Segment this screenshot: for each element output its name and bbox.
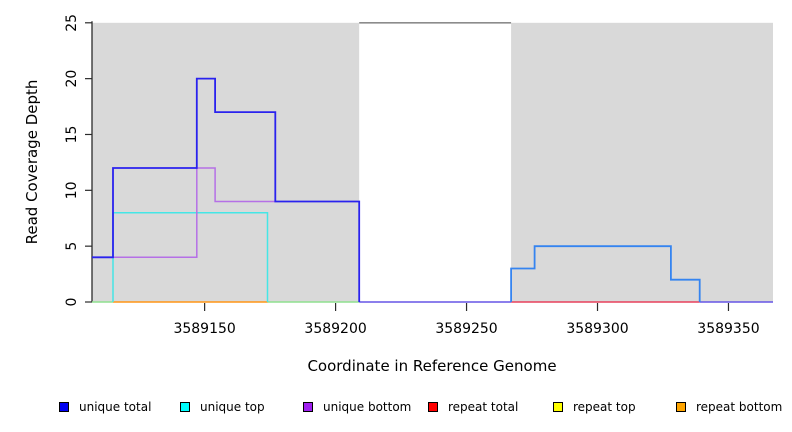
x-tick-label: 3589300 bbox=[566, 321, 628, 337]
left-shaded-region bbox=[92, 22, 360, 303]
unique-total-line-left bbox=[92, 77, 361, 302]
legend-swatch-repeat-bottom bbox=[676, 402, 686, 412]
y-tick-label: 15 bbox=[64, 126, 80, 144]
legend-swatch-repeat-total bbox=[428, 402, 438, 412]
legend-item-unique-total: unique total bbox=[59, 400, 151, 414]
unique-bottom-line bbox=[113, 167, 276, 259]
legend-swatch-unique-top bbox=[180, 402, 190, 412]
legend-label-repeat-top: repeat top bbox=[573, 400, 636, 414]
y-tick-label: 25 bbox=[64, 14, 80, 32]
y-axis-title: Read Coverage Depth bbox=[23, 79, 41, 245]
legend-label-unique-bottom: unique bottom bbox=[323, 400, 412, 414]
x-tick-label: 3589150 bbox=[173, 321, 235, 337]
right-shaded-region bbox=[511, 22, 773, 303]
legend-label-repeat-total: repeat total bbox=[448, 400, 519, 414]
legend-item-repeat-top: repeat top bbox=[553, 400, 636, 414]
x-tick-label: 3589250 bbox=[435, 321, 497, 337]
x-tick-label: 3589200 bbox=[304, 321, 366, 337]
legend-label-repeat-bottom: repeat bottom bbox=[696, 400, 783, 414]
legend-item-unique-bottom: unique bottom bbox=[303, 400, 411, 414]
legend-swatch-unique-total bbox=[59, 402, 69, 412]
y-tick-label: 20 bbox=[64, 70, 80, 88]
y-tick-label: 0 bbox=[64, 298, 80, 307]
legend-item-repeat-total: repeat total bbox=[428, 400, 518, 414]
x-tick-label: 3589350 bbox=[697, 321, 759, 337]
y-tick-label: 10 bbox=[64, 181, 80, 199]
unique-total-line-right bbox=[510, 245, 701, 302]
x-axis-title: Coordinate in Reference Genome bbox=[307, 357, 557, 375]
legend-item-unique-top: unique top bbox=[180, 400, 265, 414]
legend-item-repeat-bottom: repeat bottom bbox=[676, 400, 782, 414]
y-tick-label: 5 bbox=[64, 242, 80, 251]
legend-swatch-unique-bottom bbox=[303, 402, 313, 412]
legend-label-unique-total: unique total bbox=[79, 400, 152, 414]
legend-swatch-repeat-top bbox=[553, 402, 563, 412]
legend-label-unique-top: unique top bbox=[200, 400, 265, 414]
